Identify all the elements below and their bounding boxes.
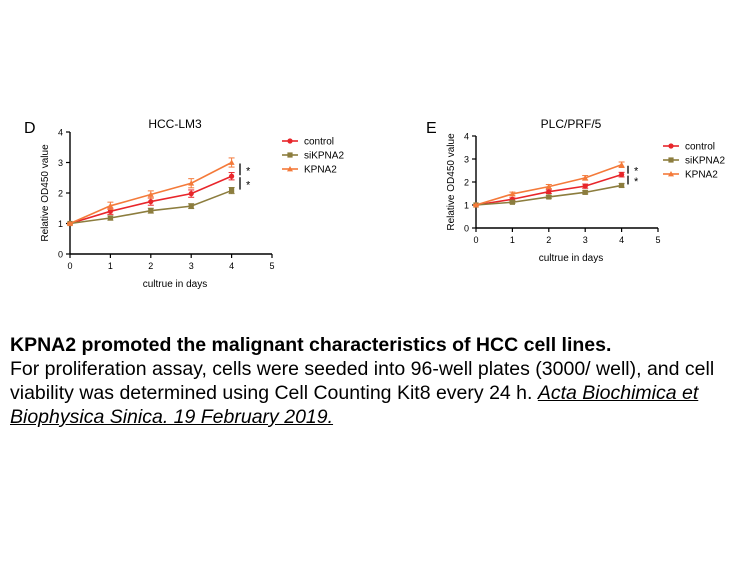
legend-marker — [668, 171, 674, 177]
data-point — [618, 161, 625, 168]
y-tick-label: 0 — [464, 224, 469, 234]
series-kpna2 — [67, 157, 235, 226]
data-point — [582, 174, 589, 181]
legend-label: KPNA2 — [685, 170, 718, 181]
x-tick-label: 0 — [67, 261, 72, 271]
data-point — [67, 220, 73, 226]
x-tick-label: 0 — [473, 235, 478, 245]
data-point — [619, 182, 625, 189]
x-tick-label: 2 — [148, 261, 153, 271]
data-point — [619, 172, 625, 178]
y-tick-label: 1 — [464, 201, 469, 211]
data-point — [228, 159, 235, 165]
data-point — [582, 183, 588, 189]
x-tick-label: 4 — [229, 261, 234, 271]
legend-label: KPNA2 — [304, 165, 337, 176]
x-tick-label: 4 — [619, 235, 624, 245]
y-tick-label: 4 — [464, 132, 469, 142]
x-tick-label: 1 — [510, 235, 515, 245]
caption-citation[interactable]: Acta Biochimica et Biophysica Sinica. 19… — [10, 382, 699, 428]
data-point — [107, 215, 113, 221]
x-tick-label: 3 — [583, 235, 588, 245]
y-tick-label: 0 — [58, 250, 63, 260]
significance-label: * — [634, 166, 639, 178]
legend-marker — [287, 138, 293, 144]
data-point — [229, 187, 235, 194]
y-tick-label: 4 — [58, 128, 63, 138]
data-point — [229, 173, 235, 179]
x-tick-label: 1 — [108, 261, 113, 271]
data-point — [509, 199, 515, 205]
x-tick-label: 5 — [655, 235, 660, 245]
data-point — [107, 208, 113, 214]
data-point — [473, 202, 479, 208]
y-tick-label: 2 — [464, 178, 469, 188]
figure: D HCC-LM3 0 1 2 3 4 0 1 2 3 4 5 cultrue in days Relati… — [24, 117, 725, 290]
legend-label: control — [685, 142, 715, 153]
data-point — [188, 180, 195, 186]
data-point — [582, 189, 588, 195]
legend: control siKPNA2 KPNA2 — [282, 137, 344, 176]
x-axis-label: cultrue in days — [539, 253, 603, 264]
chart-title: HCC-LM3 — [148, 117, 202, 131]
legend-marker — [668, 143, 674, 149]
significance-label: * — [246, 165, 251, 177]
legend-label: control — [304, 137, 334, 148]
significance-label: * — [246, 179, 251, 191]
data-point — [546, 189, 552, 195]
chart-title: PLC/PRF/5 — [541, 117, 602, 131]
y-tick-label: 2 — [58, 189, 63, 199]
legend-label: siKPNA2 — [685, 156, 725, 167]
x-tick-label: 5 — [269, 261, 274, 271]
panel-d-hcc-lm3: D HCC-LM3 0 1 2 3 4 0 1 2 3 4 5 cultrue in days Relati… — [24, 117, 344, 290]
panel-e-plc-prf-5: E PLC/PRF/5 0 1 2 3 4 0 1 2 3 4 5 cultrue in days Rela… — [426, 117, 725, 264]
x-axis-label: cultrue in days — [143, 279, 207, 290]
legend-marker — [287, 152, 293, 158]
legend-marker — [287, 166, 293, 172]
legend-label: siKPNA2 — [304, 151, 344, 162]
data-point — [147, 191, 154, 197]
figure-caption: KPNA2 promoted the malignant characteris… — [10, 333, 750, 429]
data-point — [509, 190, 516, 197]
y-axis-label: Relative OD450 value — [40, 144, 51, 242]
data-point — [148, 208, 154, 214]
data-point — [148, 198, 154, 205]
caption-body: For proliferation assay, cells were seed… — [10, 358, 715, 404]
data-point — [545, 183, 552, 189]
panel-label: D — [24, 120, 36, 137]
y-tick-label: 1 — [58, 219, 63, 229]
y-axis-label: Relative OD450 value — [446, 133, 457, 231]
y-tick-label: 3 — [464, 155, 469, 165]
legend-marker — [668, 157, 674, 163]
data-point — [546, 194, 552, 200]
data-point — [188, 191, 194, 197]
y-tick-label: 3 — [58, 158, 63, 168]
x-tick-label: 3 — [189, 261, 194, 271]
data-point — [107, 202, 114, 209]
x-tick-label: 2 — [546, 235, 551, 245]
series-kpna2 — [473, 161, 625, 208]
legend: control siKPNA2 KPNA2 — [663, 142, 725, 181]
panel-label: E — [426, 120, 437, 137]
significance-label: * — [634, 176, 639, 188]
data-point — [188, 203, 194, 209]
caption-headline: KPNA2 promoted the malignant characteris… — [10, 334, 612, 356]
